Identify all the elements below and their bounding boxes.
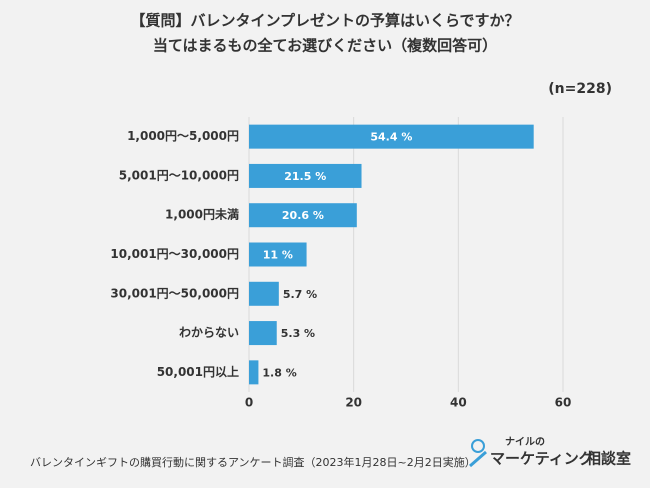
logo-icon bbox=[469, 450, 487, 468]
y-tick-label: 5,001円～10,000円 bbox=[119, 168, 239, 182]
bar bbox=[249, 321, 277, 346]
logo-icon bbox=[471, 439, 485, 453]
x-tick-label: 60 bbox=[555, 396, 572, 410]
bar bbox=[249, 281, 279, 306]
logo-text: ナイルの bbox=[505, 436, 545, 448]
value-label: 1.8 % bbox=[262, 366, 296, 379]
y-tick-label: 1,000円～5,000円 bbox=[127, 129, 239, 143]
y-tick-label: 10,001円～30,000円 bbox=[110, 247, 239, 261]
value-label: 5.3 % bbox=[281, 327, 315, 340]
source-note: バレンタインギフトの購買行動に関するアンケート調査（2023年1月28日~2月2… bbox=[30, 455, 476, 469]
y-tick-label: わからない bbox=[179, 326, 239, 340]
value-label: 21.5 % bbox=[284, 170, 326, 183]
x-tick-label: 40 bbox=[450, 396, 467, 410]
bar bbox=[249, 360, 259, 385]
value-label: 20.6 % bbox=[282, 209, 324, 222]
y-tick-label: 30,001円～50,000円 bbox=[110, 286, 239, 300]
logo-text: 相談室 bbox=[586, 450, 631, 468]
value-label: 54.4 % bbox=[370, 131, 412, 144]
x-tick-label: 0 bbox=[245, 396, 253, 410]
sample-size: (n=228) bbox=[548, 81, 612, 97]
y-tick-label: 1,000円未満 bbox=[165, 207, 239, 222]
logo-text: マーケティング bbox=[490, 450, 594, 468]
value-label: 11 % bbox=[263, 249, 293, 262]
bar bbox=[249, 203, 357, 228]
bar bbox=[249, 242, 307, 267]
x-tick-label: 20 bbox=[345, 396, 362, 410]
logo: ナイルの マーケティング 相談室 bbox=[469, 436, 631, 468]
chart-title: 【質問】バレンタインプレゼントの予算はいくらですか？ bbox=[130, 12, 519, 30]
y-tick-label: 50,001円以上 bbox=[157, 364, 239, 379]
bar bbox=[249, 163, 362, 188]
chart-title: 当てはまるもの全てお選びください（複数回答可） bbox=[153, 37, 497, 55]
bar bbox=[249, 124, 534, 149]
value-label: 5.7 % bbox=[283, 288, 317, 301]
